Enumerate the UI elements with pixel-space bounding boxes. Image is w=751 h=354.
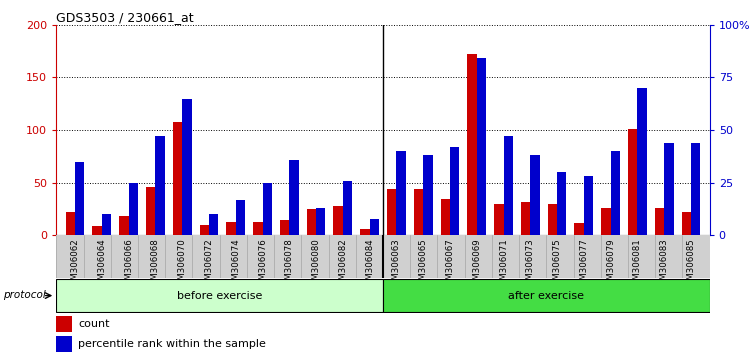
Bar [575,223,584,235]
Bar [226,222,236,235]
Text: GSM306066: GSM306066 [124,238,133,291]
Text: GSM306079: GSM306079 [606,238,615,291]
Text: GSM306081: GSM306081 [633,238,642,291]
Text: GSM306068: GSM306068 [151,238,160,291]
Text: GSM306074: GSM306074 [231,238,240,291]
Text: GSM306084: GSM306084 [365,238,374,291]
Bar [423,155,433,235]
Bar [102,215,111,235]
Bar [75,162,84,235]
Text: after exercise: after exercise [508,291,584,301]
Text: count: count [78,319,110,329]
Text: GSM306063: GSM306063 [392,238,401,291]
Bar [155,136,164,235]
Bar [253,222,263,235]
Text: GDS3503 / 230661_at: GDS3503 / 230661_at [56,11,194,24]
Bar [200,225,209,235]
Bar [289,160,299,235]
Bar [128,183,138,235]
Bar [547,204,557,235]
Text: GSM306083: GSM306083 [659,238,668,291]
Bar [360,229,369,235]
Bar [691,143,701,235]
Bar [638,88,647,235]
Text: GSM306065: GSM306065 [418,238,427,291]
Bar [503,136,513,235]
Bar [280,219,289,235]
Bar [602,208,611,235]
Bar [494,204,503,235]
Text: protocol: protocol [3,290,46,300]
Text: GSM306070: GSM306070 [178,238,187,291]
Bar [263,183,272,235]
Bar [306,209,316,235]
Text: GSM306078: GSM306078 [285,238,294,291]
Bar [92,226,102,235]
Bar [414,189,423,235]
Text: GSM306073: GSM306073 [526,238,535,291]
Bar [450,147,460,235]
Bar [477,58,486,235]
FancyBboxPatch shape [383,279,710,312]
Text: GSM306075: GSM306075 [553,238,562,291]
Bar [333,206,343,235]
Bar [387,189,397,235]
Bar [611,151,620,235]
Bar [343,181,352,235]
Bar [316,208,325,235]
Bar [441,199,450,235]
Text: GSM306067: GSM306067 [445,238,454,291]
Bar [467,54,477,235]
Bar [65,212,75,235]
Bar [56,337,71,352]
Bar [664,143,674,235]
Bar [655,208,664,235]
Bar [173,122,182,235]
Bar [119,216,128,235]
Text: before exercise: before exercise [177,291,262,301]
FancyBboxPatch shape [56,279,383,312]
Bar [146,187,155,235]
Text: GSM306062: GSM306062 [71,238,80,291]
Text: GSM306064: GSM306064 [98,238,107,291]
Bar [584,176,593,235]
Bar [56,316,71,332]
Bar [521,202,530,235]
Text: percentile rank within the sample: percentile rank within the sample [78,339,266,349]
Text: GSM306085: GSM306085 [686,238,695,291]
Text: GSM306082: GSM306082 [339,238,348,291]
Text: GSM306076: GSM306076 [258,238,267,291]
Text: GSM306080: GSM306080 [312,238,321,291]
Text: GSM306077: GSM306077 [579,238,588,291]
Bar [209,215,219,235]
Bar [557,172,566,235]
Bar [182,98,192,235]
Text: GSM306069: GSM306069 [472,238,481,291]
Text: GSM306072: GSM306072 [204,238,213,291]
Bar [236,200,245,235]
Bar [369,218,379,235]
Bar [628,129,638,235]
Bar [397,151,406,235]
Bar [530,155,540,235]
Text: GSM306071: GSM306071 [499,238,508,291]
Bar [682,212,691,235]
